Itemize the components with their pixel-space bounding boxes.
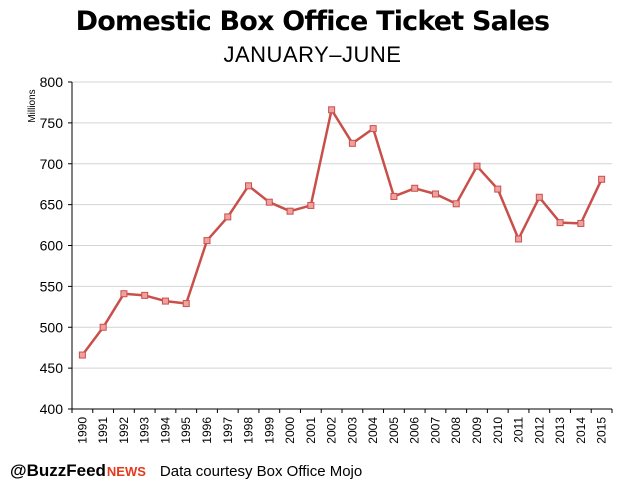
x-tick-label: 2009 [470, 417, 484, 444]
data-point [390, 192, 398, 200]
x-tick-label: 1990 [75, 417, 89, 444]
data-point [369, 125, 377, 133]
x-tick-label: 1992 [117, 417, 131, 444]
y-tick-label: 750 [40, 115, 64, 131]
y-tick-label: 700 [40, 156, 64, 172]
data-credit: Data courtesy Box Office Mojo [159, 463, 363, 480]
x-tick-label: 2007 [428, 417, 442, 444]
data-point [161, 297, 169, 305]
gridlines [72, 81, 612, 369]
x-tick-label: 2012 [532, 417, 546, 444]
data-point [473, 162, 481, 170]
footer: @BuzzFeed NEWS Data courtesy Box Office … [10, 461, 362, 483]
x-tick-label: 2008 [449, 417, 463, 444]
x-tick-label: 1996 [200, 417, 214, 444]
axes [68, 81, 613, 413]
brand-handle: @BuzzFeed [10, 461, 106, 480]
data-point [598, 175, 606, 183]
data-point [245, 182, 253, 190]
data-point [286, 207, 294, 215]
data-point [328, 106, 336, 114]
chart-title: Domestic Box Office Ticket Sales [75, 6, 550, 37]
data-point [307, 201, 315, 209]
data-point [99, 323, 107, 331]
y-tick-label: 500 [40, 319, 64, 335]
data-point [78, 351, 86, 359]
data-point [224, 213, 232, 221]
data-point [515, 235, 523, 243]
data-point [535, 193, 543, 201]
x-tick-label: 2011 [512, 417, 526, 443]
x-tick-label: 1995 [179, 417, 193, 444]
data-point [494, 185, 502, 193]
x-tick-label: 1999 [262, 417, 276, 444]
y-tick-label: 600 [40, 238, 64, 254]
x-tick-label: 2006 [408, 417, 422, 444]
x-tick-label: 2002 [325, 417, 339, 444]
x-tick-label: 1991 [96, 417, 110, 444]
data-point [431, 190, 439, 198]
data-series [81, 108, 603, 356]
y-tick-label: 550 [40, 278, 64, 294]
x-tick-label: 2014 [574, 417, 588, 444]
x-tick-labels: 1990 1991 1992 1993 1994 1995 1996 1997 1998 1999… [75, 417, 608, 444]
y-tick-label: 450 [40, 360, 64, 376]
x-tick-label: 1993 [138, 417, 152, 444]
x-tick-label: 1994 [158, 417, 172, 444]
y-tick-label: 800 [40, 74, 64, 90]
y-axis-label: Millions [27, 89, 38, 122]
data-point [411, 184, 419, 192]
y-tick-label: 400 [40, 401, 64, 417]
series-line [81, 108, 603, 356]
brand-news-label: NEWS [106, 464, 146, 479]
x-tick-label: 2010 [491, 417, 505, 444]
x-tick-label: 2005 [387, 417, 401, 444]
x-tick-label: 2003 [345, 417, 359, 444]
data-markers [78, 106, 606, 359]
x-tick-label: 2013 [553, 417, 567, 444]
data-point [265, 198, 273, 206]
x-tick-label: 2000 [283, 417, 297, 444]
data-point [203, 237, 211, 245]
data-point [120, 290, 128, 298]
data-point [141, 291, 149, 299]
data-point [556, 219, 564, 227]
data-point [348, 139, 356, 147]
x-tick-label: 2015 [595, 417, 609, 444]
x-tick-label: 1998 [242, 417, 256, 444]
x-tick-label: 1997 [221, 417, 235, 444]
data-point [577, 219, 585, 227]
chart-subtitle: JANUARY–JUNE [223, 42, 402, 67]
x-tick-label: 2001 [304, 417, 318, 444]
data-point [182, 300, 190, 308]
y-tick-label: 650 [40, 197, 64, 213]
data-point [452, 200, 460, 208]
x-tick-label: 2004 [366, 417, 380, 444]
y-tick-labels: 400 450 500 550 600 650 700 750 800 [40, 74, 64, 417]
